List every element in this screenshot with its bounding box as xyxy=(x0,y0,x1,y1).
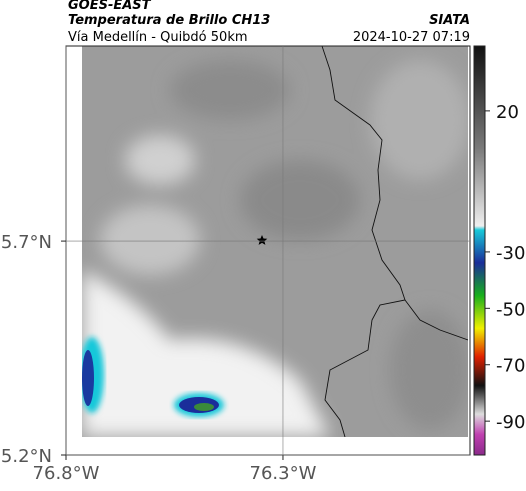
colorbar xyxy=(473,45,486,456)
source: GOES-EAST xyxy=(68,0,152,13)
x-tick-label: 76.8°W xyxy=(33,463,100,484)
timestamp: 2024-10-27 07:19 xyxy=(353,30,470,45)
y-tick-label: 5.2°N xyxy=(1,446,52,467)
subtitle: Vía Medellín - Quibdó 50km xyxy=(68,30,248,45)
colorbar-label: -70 xyxy=(496,356,525,377)
colorbar-label: -30 xyxy=(496,243,525,264)
brand: SIATA xyxy=(429,13,470,28)
colorbar-label: 20 xyxy=(496,102,519,123)
satellite-image xyxy=(82,46,468,437)
title: Temperatura de Brillo CH13 xyxy=(68,13,270,28)
x-tick-label: 76.3°W xyxy=(250,463,317,484)
y-tick-label: 5.7°N xyxy=(1,232,52,253)
colorbar-label: -50 xyxy=(496,299,525,320)
colorbar-label: -90 xyxy=(496,412,525,433)
location-marker xyxy=(256,235,268,245)
